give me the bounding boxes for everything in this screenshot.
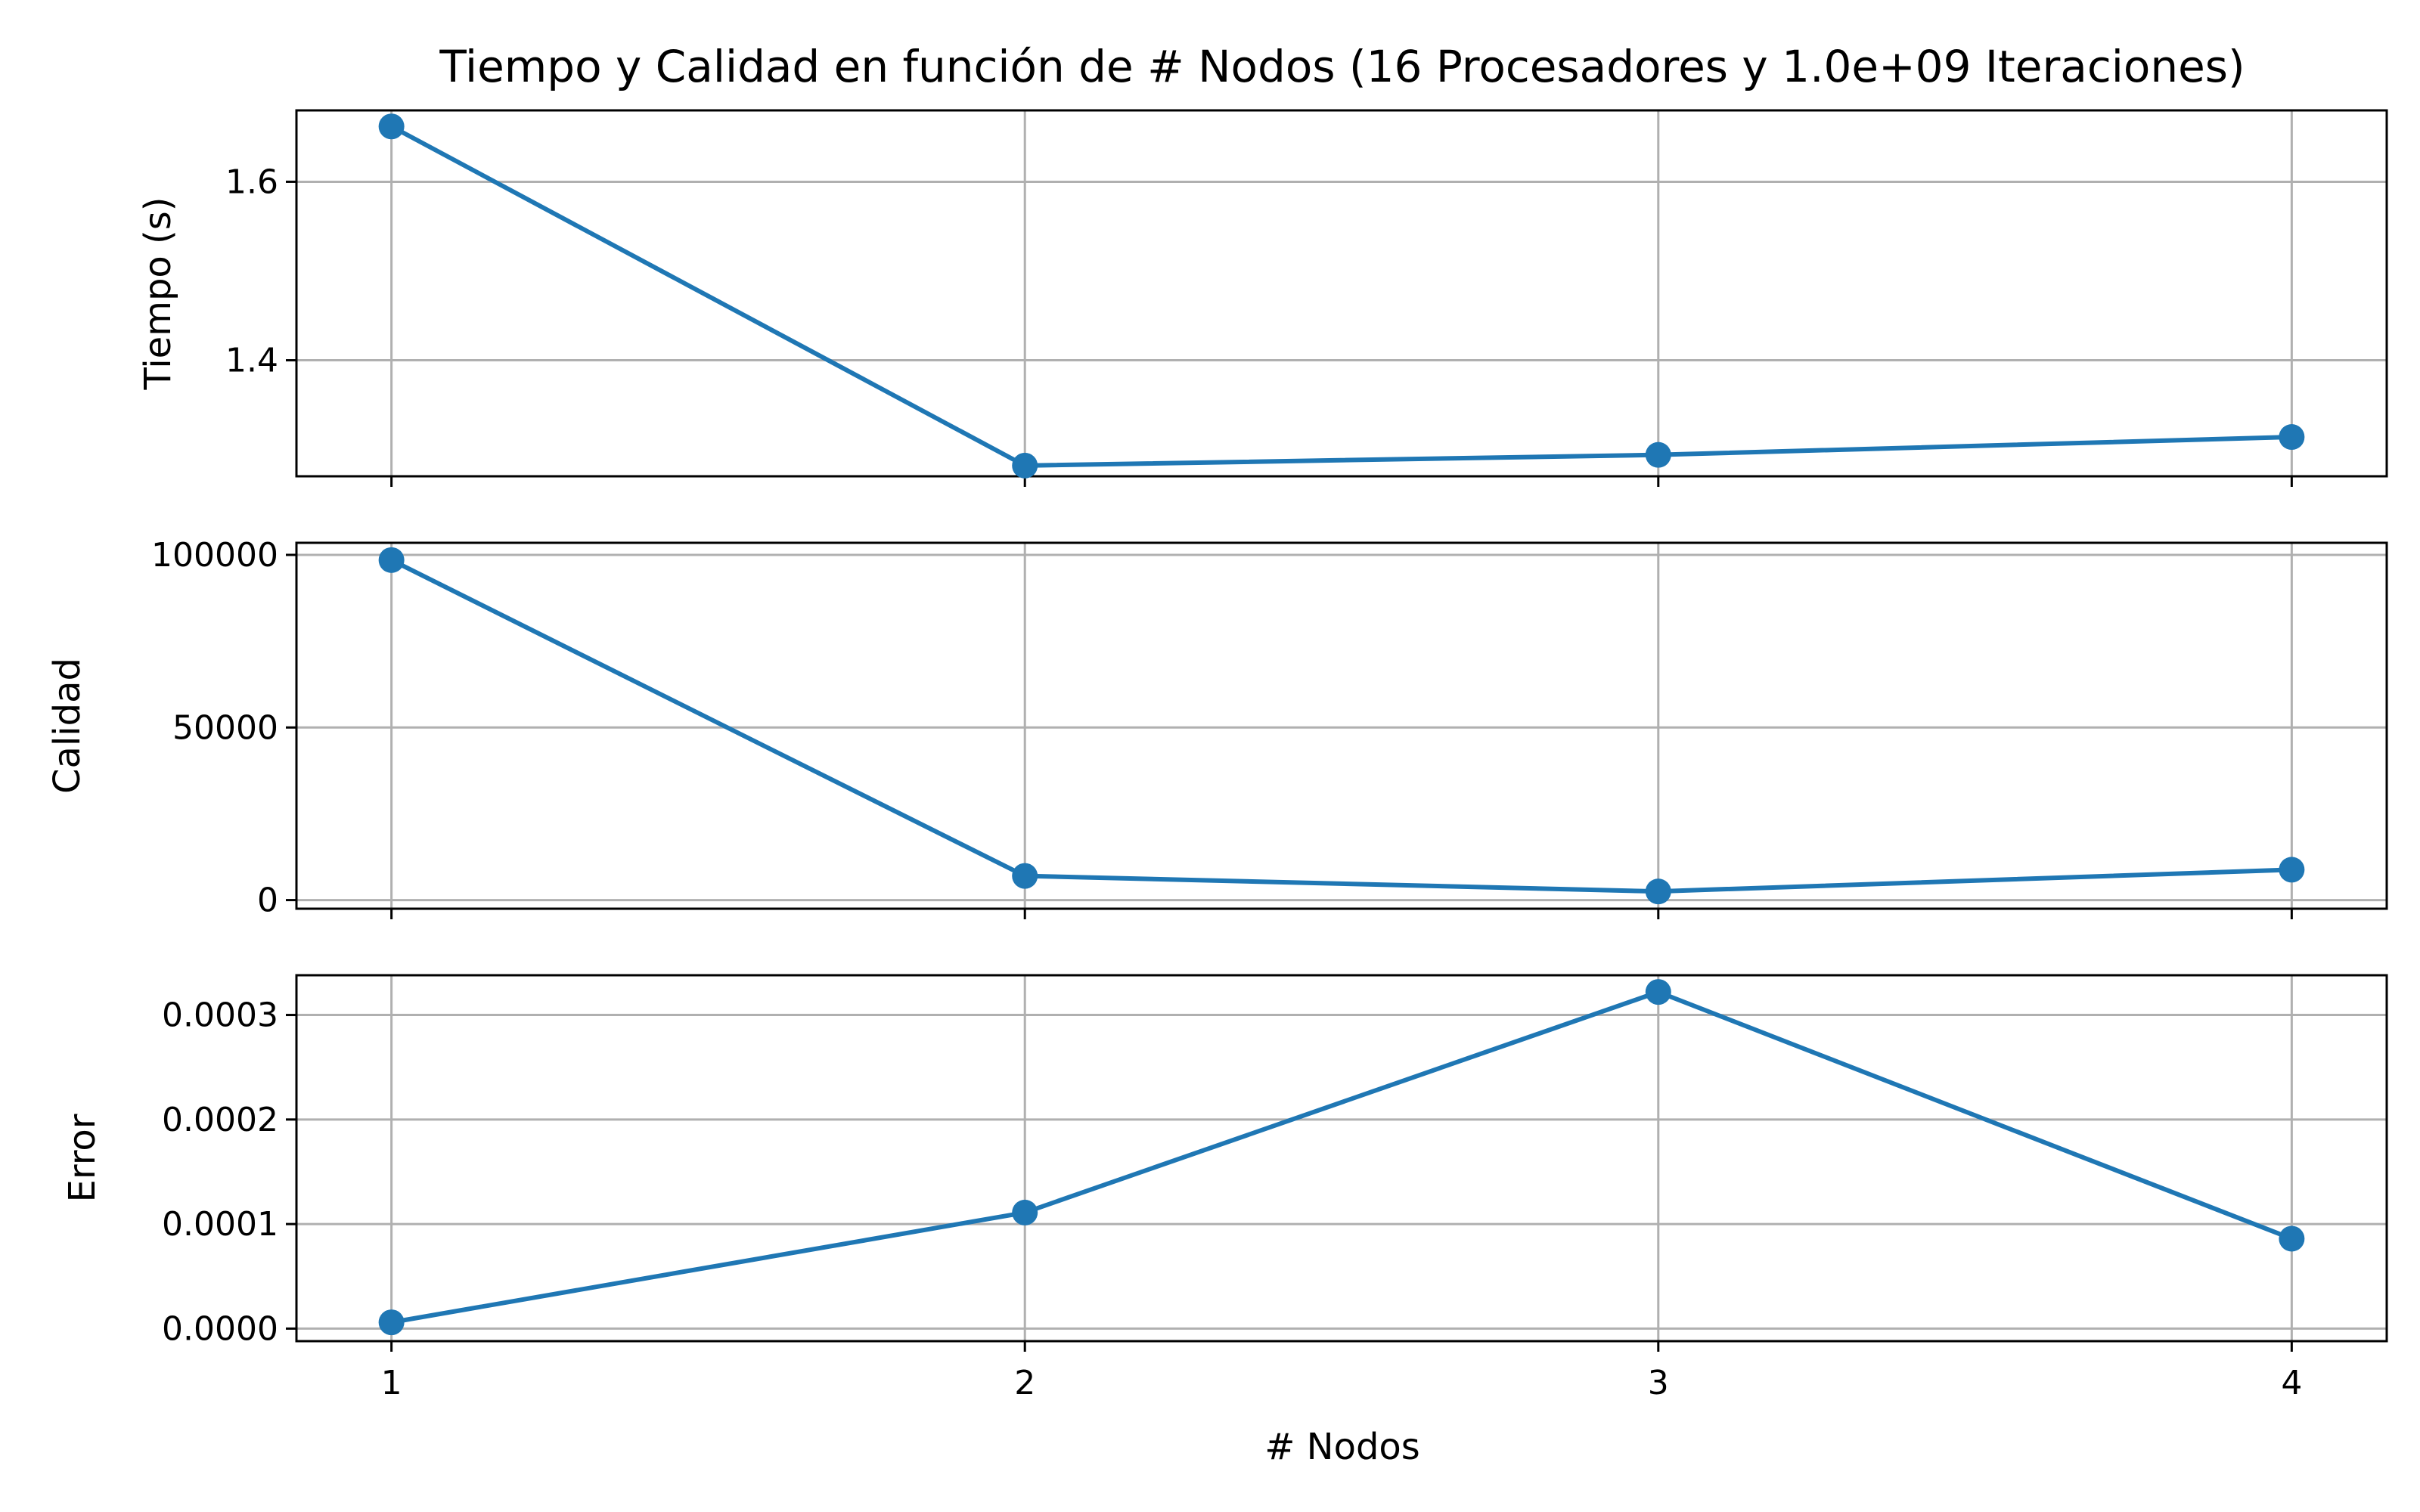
data-point	[2279, 857, 2305, 883]
subplot-2: 0 50000 100000 Calidad	[46, 536, 2388, 920]
series-line	[390, 124, 2292, 468]
series-line	[390, 558, 2292, 894]
y-axis-label: Error	[61, 1114, 104, 1202]
data-point	[378, 1309, 405, 1336]
subplot-3: 0.0000 0.0001 0.0002 0.0003 1 2 3 4 Error	[61, 974, 2388, 1402]
data-point	[1012, 863, 1038, 889]
axes-frame	[295, 974, 2388, 1343]
axes-frame	[295, 109, 2388, 478]
y-tick-label: 1.4	[225, 342, 278, 380]
y-axis-label: Tiempo (s)	[137, 197, 179, 390]
x-tick-label: 1	[381, 1364, 402, 1402]
y-tick-label: 50000	[172, 708, 278, 747]
data-point	[1012, 452, 1038, 479]
y-tick-label: 0.0000	[162, 1309, 278, 1348]
subplot-1: 1.4 1.6 Tiempo (s)	[137, 109, 2388, 487]
data-point	[1645, 979, 1671, 1005]
data-point	[2279, 424, 2305, 451]
y-tick-label: 0.0001	[162, 1205, 278, 1244]
y-tick-label: 0	[257, 881, 278, 920]
x-tick-label: 2	[1014, 1364, 1035, 1402]
y-tick-label: 100000	[151, 536, 278, 575]
x-tick-label: 4	[2281, 1364, 2302, 1402]
y-tick-label: 0.0002	[162, 1101, 278, 1139]
y-axis-label: Calidad	[46, 658, 88, 794]
axes-frame	[295, 541, 2388, 910]
data-point	[2279, 1225, 2305, 1252]
subplots: 1.4 1.6 Tiempo (s) 0 50000 100000 Calidad 0.000…	[46, 109, 2388, 1402]
y-tick-label: 0.0003	[162, 996, 278, 1035]
chart-title: Tiempo y Calidad en función de # Nodos (…	[439, 41, 2245, 92]
data-point	[378, 547, 405, 573]
x-tick-label: 3	[1648, 1364, 1669, 1402]
data-point	[1645, 442, 1671, 468]
x-axis-label: # Nodos	[1264, 1426, 1420, 1468]
data-point	[378, 113, 405, 140]
data-point	[1012, 1199, 1038, 1225]
data-point	[1645, 878, 1671, 905]
series-line	[391, 990, 2293, 1325]
y-tick-label: 1.6	[225, 163, 278, 201]
